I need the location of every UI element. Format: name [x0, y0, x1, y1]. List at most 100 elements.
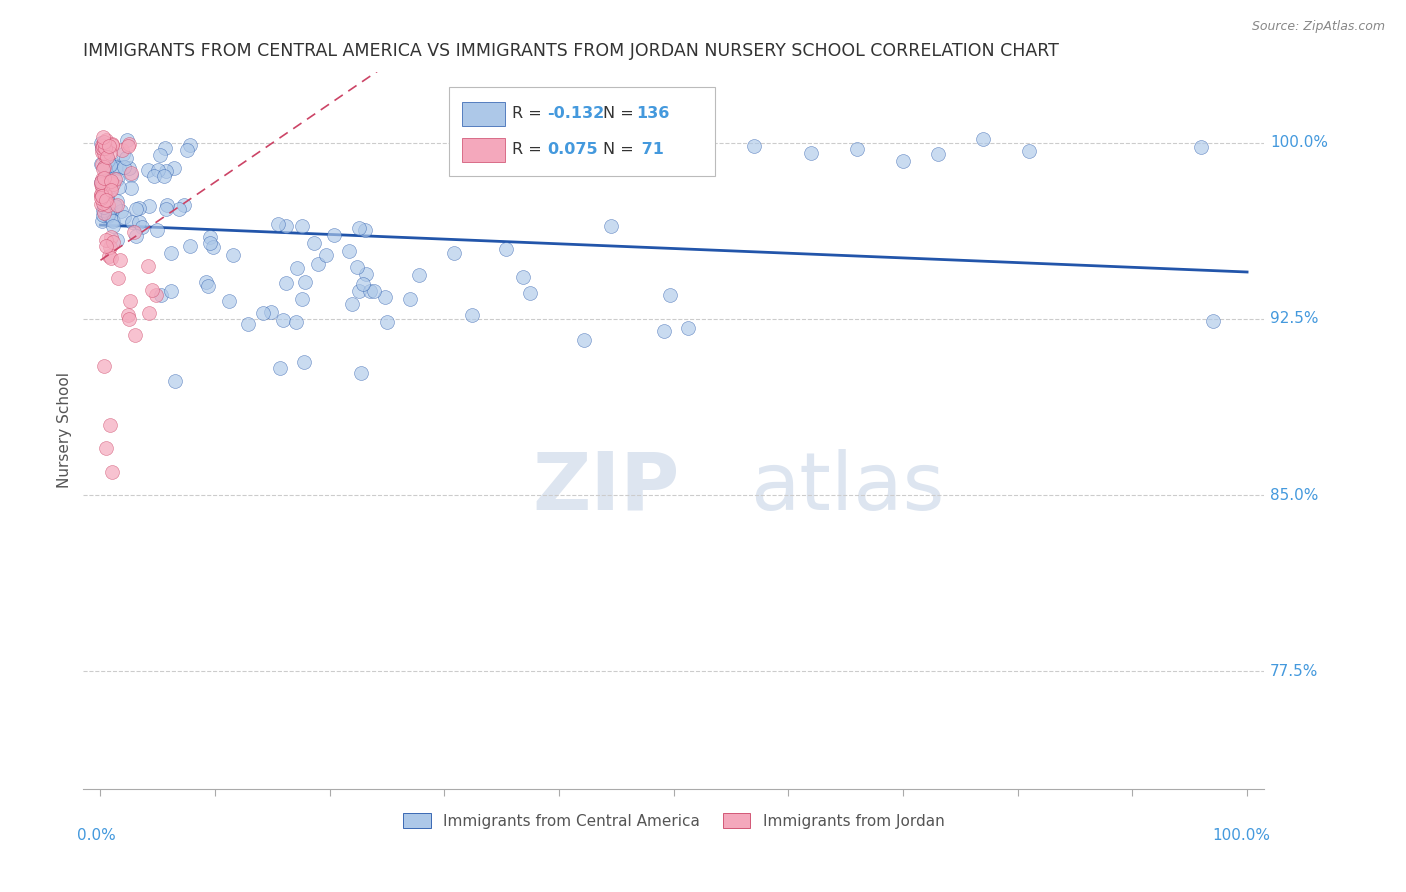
- Point: [676, 321, 699, 335]
- Point: [97, 153, 120, 167]
- Point: [238, 317, 260, 331]
- Point: [340, 297, 363, 311]
- Point: [91, 214, 114, 228]
- Point: [354, 267, 377, 281]
- Point: [197, 279, 219, 293]
- Point: [149, 148, 172, 162]
- Point: [117, 308, 139, 322]
- Point: [363, 284, 385, 298]
- Point: [100, 204, 122, 219]
- Point: [97, 248, 120, 262]
- Point: [138, 305, 160, 319]
- Point: [91, 176, 114, 190]
- Text: N =: N =: [603, 142, 638, 157]
- Point: [90, 175, 112, 189]
- Point: [163, 161, 186, 175]
- Text: 77.5%: 77.5%: [1270, 664, 1319, 679]
- Point: [98, 146, 121, 161]
- Point: [90, 175, 112, 189]
- Point: [461, 309, 484, 323]
- Text: IMMIGRANTS FROM CENTRAL AMERICA VS IMMIGRANTS FROM JORDAN NURSERY SCHOOL CORRELA: IMMIGRANTS FROM CENTRAL AMERICA VS IMMIG…: [83, 42, 1059, 60]
- Point: [90, 188, 112, 202]
- Point: [118, 136, 141, 151]
- Point: [98, 240, 121, 254]
- Point: [108, 161, 131, 175]
- Text: Source: ZipAtlas.com: Source: ZipAtlas.com: [1251, 20, 1385, 33]
- Point: [90, 136, 112, 150]
- Point: [90, 180, 112, 194]
- Text: -0.132: -0.132: [547, 106, 605, 120]
- Point: [112, 210, 135, 224]
- Point: [742, 139, 765, 153]
- Point: [292, 355, 315, 369]
- Point: [96, 210, 118, 224]
- Point: [359, 284, 381, 298]
- Text: 100.0%: 100.0%: [1212, 828, 1270, 843]
- Point: [101, 219, 124, 234]
- Point: [112, 160, 135, 174]
- Point: [91, 178, 114, 192]
- Point: [90, 145, 112, 160]
- Point: [291, 293, 314, 307]
- Point: [93, 359, 115, 373]
- Point: [1202, 314, 1225, 328]
- Point: [98, 158, 121, 172]
- Point: [90, 186, 112, 201]
- Point: [146, 223, 169, 237]
- Point: [101, 465, 124, 479]
- Point: [97, 175, 120, 189]
- Point: [91, 129, 114, 144]
- Point: [93, 206, 115, 220]
- Point: [512, 269, 534, 284]
- Point: [91, 208, 114, 222]
- Point: [117, 139, 139, 153]
- Point: [101, 137, 124, 152]
- Point: [519, 286, 541, 301]
- Point: [91, 196, 114, 211]
- Point: [495, 242, 517, 256]
- Point: [93, 193, 115, 207]
- Legend: Immigrants from Central America, Immigrants from Jordan: Immigrants from Central America, Immigra…: [396, 806, 950, 835]
- Point: [291, 219, 314, 233]
- Point: [222, 248, 245, 262]
- Point: [93, 161, 115, 175]
- Point: [179, 239, 201, 253]
- Point: [101, 213, 124, 227]
- FancyBboxPatch shape: [450, 87, 716, 177]
- Point: [101, 213, 124, 227]
- Point: [97, 198, 120, 212]
- Point: [686, 153, 709, 168]
- Point: [96, 233, 118, 247]
- Text: 0.0%: 0.0%: [77, 828, 117, 843]
- Point: [179, 137, 201, 152]
- Point: [105, 194, 128, 208]
- Point: [285, 315, 308, 329]
- Point: [108, 252, 131, 267]
- Point: [96, 441, 118, 455]
- Point: [443, 246, 465, 260]
- Point: [846, 142, 869, 156]
- Point: [1189, 140, 1212, 154]
- Point: [315, 248, 337, 262]
- Point: [200, 229, 222, 244]
- Text: 92.5%: 92.5%: [1270, 311, 1319, 326]
- Point: [93, 200, 115, 214]
- Point: [271, 313, 294, 327]
- Point: [398, 292, 420, 306]
- Point: [138, 199, 160, 213]
- Point: [93, 171, 115, 186]
- Point: [90, 157, 112, 171]
- Y-axis label: Nursery School: Nursery School: [58, 373, 72, 489]
- Point: [105, 172, 128, 186]
- Point: [120, 181, 142, 195]
- Point: [142, 169, 165, 184]
- Point: [90, 177, 112, 191]
- Point: [94, 239, 117, 253]
- Point: [93, 146, 115, 161]
- Point: [96, 190, 118, 204]
- Point: [800, 145, 823, 160]
- Point: [347, 284, 370, 298]
- Point: [652, 325, 675, 339]
- Point: [173, 198, 195, 212]
- Point: [101, 137, 124, 152]
